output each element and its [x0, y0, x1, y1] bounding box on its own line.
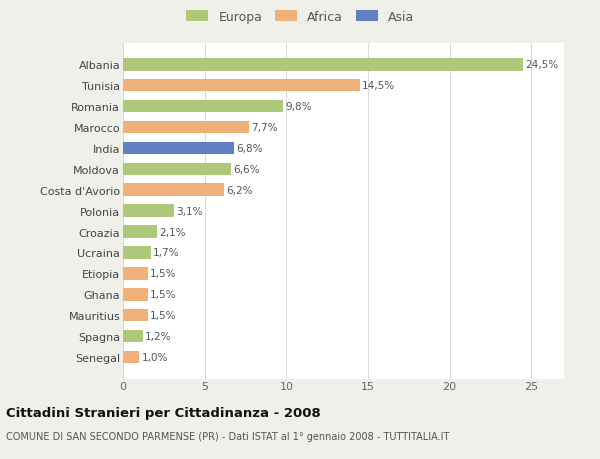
Text: COMUNE DI SAN SECONDO PARMENSE (PR) - Dati ISTAT al 1° gennaio 2008 - TUTTITALIA: COMUNE DI SAN SECONDO PARMENSE (PR) - Da…: [6, 431, 449, 442]
Bar: [123, 122, 249, 134]
Text: 24,5%: 24,5%: [526, 60, 559, 70]
Bar: [123, 142, 234, 155]
Bar: [123, 184, 224, 196]
Text: 6,2%: 6,2%: [227, 185, 253, 195]
Text: 2,1%: 2,1%: [160, 227, 186, 237]
Bar: [123, 268, 148, 280]
Text: 14,5%: 14,5%: [362, 81, 395, 91]
Text: 1,2%: 1,2%: [145, 331, 172, 341]
Bar: [123, 80, 360, 92]
Text: 3,1%: 3,1%: [176, 206, 203, 216]
Bar: [123, 226, 157, 238]
Text: 9,8%: 9,8%: [286, 102, 312, 112]
Text: 1,5%: 1,5%: [150, 310, 176, 320]
Text: 6,6%: 6,6%: [233, 164, 260, 174]
Bar: [123, 59, 523, 71]
Text: 6,8%: 6,8%: [236, 144, 263, 154]
Bar: [123, 330, 143, 342]
Bar: [123, 101, 283, 113]
Bar: [123, 163, 231, 176]
Text: 1,5%: 1,5%: [150, 290, 176, 300]
Bar: [123, 288, 148, 301]
Bar: [123, 246, 151, 259]
Bar: [123, 351, 139, 364]
Text: Cittadini Stranieri per Cittadinanza - 2008: Cittadini Stranieri per Cittadinanza - 2…: [6, 406, 321, 419]
Text: 7,7%: 7,7%: [251, 123, 278, 133]
Bar: [123, 309, 148, 322]
Legend: Europa, Africa, Asia: Europa, Africa, Asia: [186, 11, 414, 24]
Text: 1,5%: 1,5%: [150, 269, 176, 279]
Bar: [123, 205, 173, 218]
Text: 1,0%: 1,0%: [142, 352, 168, 362]
Text: 1,7%: 1,7%: [153, 248, 180, 258]
